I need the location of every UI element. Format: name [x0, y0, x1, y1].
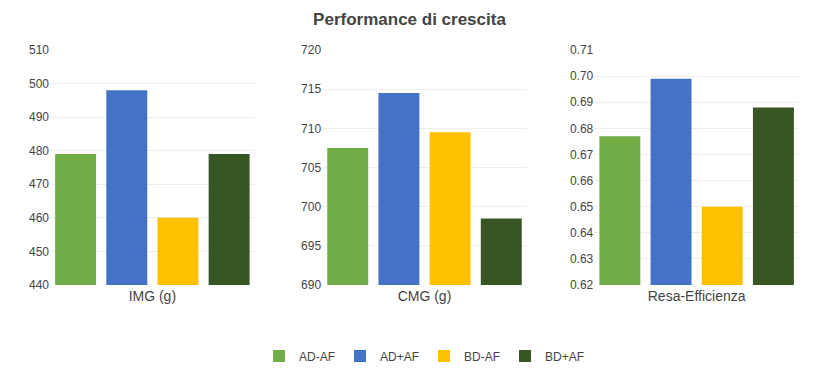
svg-text:470: 470: [29, 177, 49, 191]
svg-text:0.70: 0.70: [570, 69, 594, 83]
svg-text:0.63: 0.63: [570, 252, 594, 266]
svg-text:CMG (g): CMG (g): [398, 288, 452, 304]
svg-text:0.67: 0.67: [570, 148, 594, 162]
svg-text:720: 720: [301, 43, 321, 57]
svg-text:440: 440: [29, 278, 49, 292]
svg-text:500: 500: [29, 77, 49, 91]
svg-text:460: 460: [29, 211, 49, 225]
svg-text:710: 710: [301, 122, 321, 136]
svg-text:BD-AF: BD-AF: [464, 350, 500, 364]
svg-text:Resa-Efficienza: Resa-Efficienza: [648, 288, 746, 304]
svg-text:510: 510: [29, 43, 49, 57]
svg-text:IMG (g): IMG (g): [129, 288, 176, 304]
svg-text:490: 490: [29, 110, 49, 124]
svg-text:695: 695: [301, 239, 321, 253]
svg-text:715: 715: [301, 82, 321, 96]
svg-text:0.69: 0.69: [570, 95, 594, 109]
svg-text:0.68: 0.68: [570, 122, 594, 136]
svg-text:AD+AF: AD+AF: [380, 350, 419, 364]
svg-text:480: 480: [29, 144, 49, 158]
svg-text:0.66: 0.66: [570, 174, 594, 188]
svg-text:AD-AF: AD-AF: [299, 350, 335, 364]
svg-text:700: 700: [301, 200, 321, 214]
svg-text:0.64: 0.64: [570, 226, 594, 240]
svg-text:0.62: 0.62: [570, 278, 594, 292]
svg-text:BD+AF: BD+AF: [545, 350, 584, 364]
svg-text:0.71: 0.71: [570, 43, 594, 57]
svg-text:450: 450: [29, 245, 49, 259]
svg-text:0.65: 0.65: [570, 200, 594, 214]
svg-text:705: 705: [301, 161, 321, 175]
svg-text:690: 690: [301, 278, 321, 292]
svg-text:Performance di crescita: Performance di crescita: [313, 10, 506, 29]
